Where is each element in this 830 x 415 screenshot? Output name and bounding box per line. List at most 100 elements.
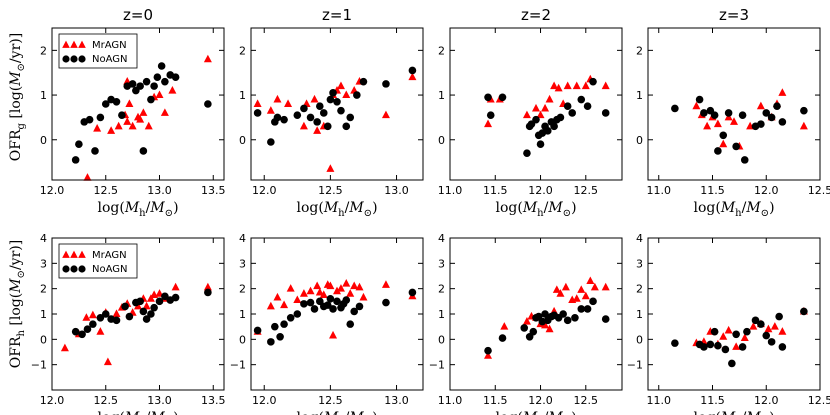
mragn-point (550, 81, 559, 90)
mragn-point (799, 121, 808, 130)
noagn-point (714, 147, 722, 155)
noagn-point (577, 95, 586, 104)
noagn-point (316, 102, 324, 111)
y-tick-label: −1 (230, 359, 246, 372)
noagn-point (280, 115, 288, 124)
xlabels: log(Mh/M⊙) log(Mh/M⊙) log(Mh/M⊙) log(Mh/M⊙)… (97, 200, 774, 415)
mragn-point (778, 327, 787, 335)
x-axis-label: log(Mh/M⊙) (693, 200, 774, 219)
y-tick-label: 1 (40, 89, 47, 102)
noagn-point (738, 343, 747, 351)
mragn-point (326, 281, 335, 290)
mragn-point (692, 101, 701, 110)
noagn-point (706, 340, 715, 349)
mragn-point (581, 291, 590, 300)
noagn-point (337, 106, 345, 115)
noagn-point (762, 331, 771, 340)
x-tick-label: 12.5 (808, 394, 830, 407)
noagn-point (601, 315, 610, 323)
x-tick-label: 12.0 (754, 394, 779, 407)
plot-frame (51, 27, 225, 181)
mragn-point (342, 279, 351, 287)
mragn-point (601, 282, 610, 291)
mragn-point (284, 99, 293, 107)
noagn-point (204, 288, 212, 297)
mragn-point (484, 119, 493, 128)
x-tick-label: 12.0 (528, 184, 553, 197)
mragn-point (756, 101, 765, 110)
mragn-point (536, 110, 545, 119)
y-tick-label: 3 (239, 257, 246, 270)
noagn-point (78, 330, 86, 339)
panel-title: z=0 (123, 6, 153, 24)
noagn-point (128, 80, 137, 88)
legend-noagn-marker (70, 265, 78, 273)
mragn-point (552, 285, 561, 293)
noagn-point (529, 327, 538, 336)
noagn-point (161, 77, 169, 86)
y-tick-label: 0 (239, 134, 246, 147)
mragn-point (266, 301, 275, 310)
noagn-point (342, 296, 351, 304)
noagn-point (757, 120, 765, 128)
noagn-point (700, 343, 708, 351)
y-tick-label: 0 (438, 134, 445, 147)
x-axis-label: log(Mh/M⊙) (296, 410, 377, 415)
legend-noagn-label: NoAGN (92, 54, 128, 65)
noagn-point (346, 113, 355, 122)
mragn-point (336, 284, 345, 292)
noagn-point (306, 113, 315, 122)
noagn-point (536, 140, 545, 149)
noagn-point (556, 113, 565, 122)
panel-0-3: z=3 11.0 11.5 12.0 12.5 0 1 2 (636, 6, 830, 197)
mragn-point (253, 99, 262, 107)
mragn-point (266, 106, 275, 114)
legend-noagn-marker (78, 265, 86, 273)
noagn-point (571, 314, 579, 322)
mragn-point (778, 88, 787, 96)
x-tick-label: 13.5 (201, 184, 226, 197)
noagn-point (161, 292, 169, 301)
x-tick-label: 11.0 (438, 184, 463, 197)
mragn-point (299, 121, 308, 130)
y-tick-label: −1 (31, 359, 47, 372)
mragn-point (545, 324, 554, 333)
ylabel-top: OFRg [log(M⊙/yr)] (8, 33, 27, 161)
noagn-point (767, 338, 776, 346)
x-axis-label: log(Mh/M⊙) (97, 410, 178, 415)
x-axis-label: log(Mh/M⊙) (693, 410, 774, 415)
x-tick-label: 12.5 (318, 184, 343, 197)
panel-title: z=1 (322, 6, 352, 24)
mragn-point (359, 292, 368, 301)
noagn-point (286, 314, 295, 322)
plot-frame (647, 27, 821, 181)
panel-1-3: 11.0 11.5 12.0 12.5 −1 0 1 2 3 4 (627, 232, 830, 407)
x-tick-label: 13.0 (147, 184, 172, 197)
noagn-point (125, 312, 134, 321)
y-tick-label: −1 (429, 359, 445, 372)
mragn-point (532, 103, 540, 112)
noagn-point (313, 118, 321, 126)
y-tick-label: 1 (636, 308, 643, 321)
mragn-point (142, 301, 151, 310)
y-tick-label: 2 (40, 283, 47, 296)
noagn-point (139, 147, 148, 155)
noagn-point (719, 131, 728, 140)
y-tick-label: 1 (636, 89, 643, 102)
panel-0-2: z=2 11.0 11.5 12.0 12.5 0 1 2 (438, 6, 623, 197)
noagn-point (326, 295, 335, 303)
noagn-point (267, 138, 275, 146)
mragn-point (306, 286, 315, 295)
y-tick-label: 0 (40, 134, 47, 147)
panel-title: z=2 (521, 6, 551, 24)
y-tick-label: 4 (438, 232, 445, 245)
x-axis-label: log(Mh/M⊙) (495, 410, 576, 415)
mragn-point (146, 294, 155, 302)
noagn-point (583, 305, 592, 313)
noagn-point (171, 73, 180, 81)
noagn-point (280, 320, 288, 328)
noagn-point (342, 122, 351, 131)
noagn-point (710, 327, 719, 336)
mragn-point (315, 287, 324, 296)
